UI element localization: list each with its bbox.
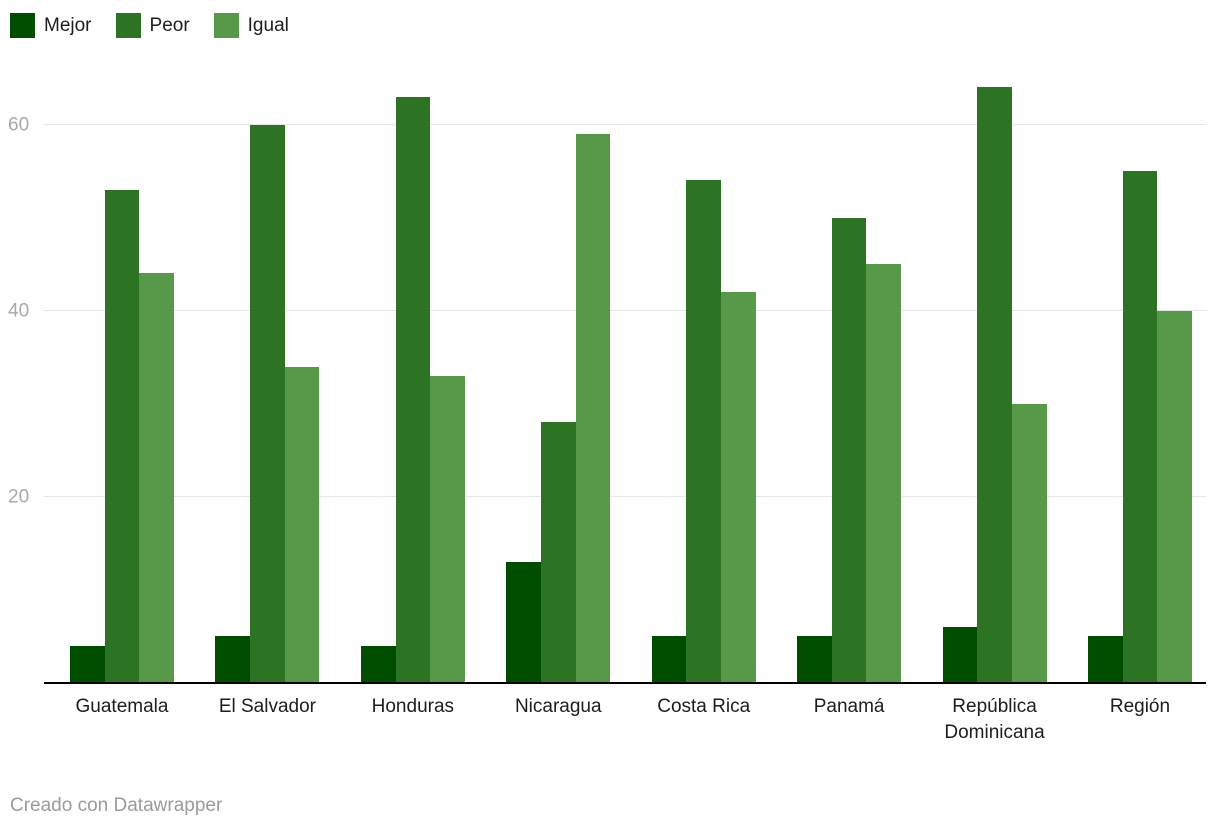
bar-igual xyxy=(721,292,756,683)
bar-group xyxy=(651,78,756,683)
x-axis-label: República Dominicana xyxy=(944,696,1045,743)
y-tick-label: 20 xyxy=(8,486,30,508)
bar-group xyxy=(215,78,320,683)
legend-label-mejor: Mejor xyxy=(44,15,92,36)
x-axis-labels: Guatemala El Salvador Honduras Nicaragua Cos… xyxy=(44,694,1206,745)
bar-peor xyxy=(1122,171,1158,683)
legend-label-peor: Peor xyxy=(149,15,190,36)
bar-mejor xyxy=(506,562,541,683)
bar-group xyxy=(70,78,175,683)
bar-mejor xyxy=(215,636,251,683)
x-axis-label: Costa Rica xyxy=(657,696,751,717)
bar-group xyxy=(797,78,902,683)
plot-area: 20 40 60 xyxy=(8,78,1206,684)
legend-item-mejor: Mejor xyxy=(10,13,92,38)
bar-group xyxy=(1087,78,1192,683)
x-axis-label: Nicaragua xyxy=(514,696,602,717)
bar-peor xyxy=(831,217,867,683)
legend-item-igual: Igual xyxy=(213,13,289,38)
bar-igual xyxy=(430,375,465,683)
bar-mejor xyxy=(942,627,978,683)
legend-label-igual: Igual xyxy=(247,15,289,36)
bar-peor xyxy=(686,180,722,683)
gridline-40 xyxy=(44,309,1206,311)
bar-peor xyxy=(104,189,140,683)
bar-igual xyxy=(1157,310,1192,683)
bar-group xyxy=(506,78,611,683)
bar-peor xyxy=(977,87,1012,683)
bar-igual xyxy=(1011,403,1047,683)
bar-peor xyxy=(540,422,576,683)
bar-mejor xyxy=(1087,636,1123,683)
bar-mejor xyxy=(651,636,687,683)
x-axis-label: Región xyxy=(1109,696,1171,717)
bar-mejor xyxy=(360,645,396,683)
y-tick-label: 40 xyxy=(8,300,30,322)
bar-igual xyxy=(866,264,902,683)
gridline-20 xyxy=(44,495,1206,497)
bar-mejor xyxy=(797,636,832,683)
footer-credit: Creado con Datawrapper xyxy=(10,795,223,816)
legend-item-peor: Peor xyxy=(115,13,190,38)
bars-layer xyxy=(44,78,1206,683)
bar-igual xyxy=(139,273,175,683)
bar-mejor xyxy=(70,645,105,683)
legend-swatch-peor xyxy=(115,13,141,38)
bar-group xyxy=(942,78,1047,683)
bar-igual xyxy=(284,366,320,683)
bar-igual xyxy=(575,133,611,683)
x-axis-label: Honduras xyxy=(371,696,455,717)
legend: Mejor Peor Igual xyxy=(10,13,289,38)
x-axis-label: Panamá xyxy=(813,696,885,717)
x-axis-label: El Salvador xyxy=(218,696,316,717)
x-axis-label: Guatemala xyxy=(75,696,169,717)
bar-peor xyxy=(250,124,285,683)
x-axis-line xyxy=(44,682,1206,684)
bar-peor xyxy=(395,96,431,683)
legend-swatch-igual xyxy=(213,13,239,38)
bar-group xyxy=(360,78,465,683)
legend-swatch-mejor xyxy=(10,13,35,38)
gridline-60 xyxy=(44,123,1206,125)
y-tick-label: 60 xyxy=(8,114,30,136)
